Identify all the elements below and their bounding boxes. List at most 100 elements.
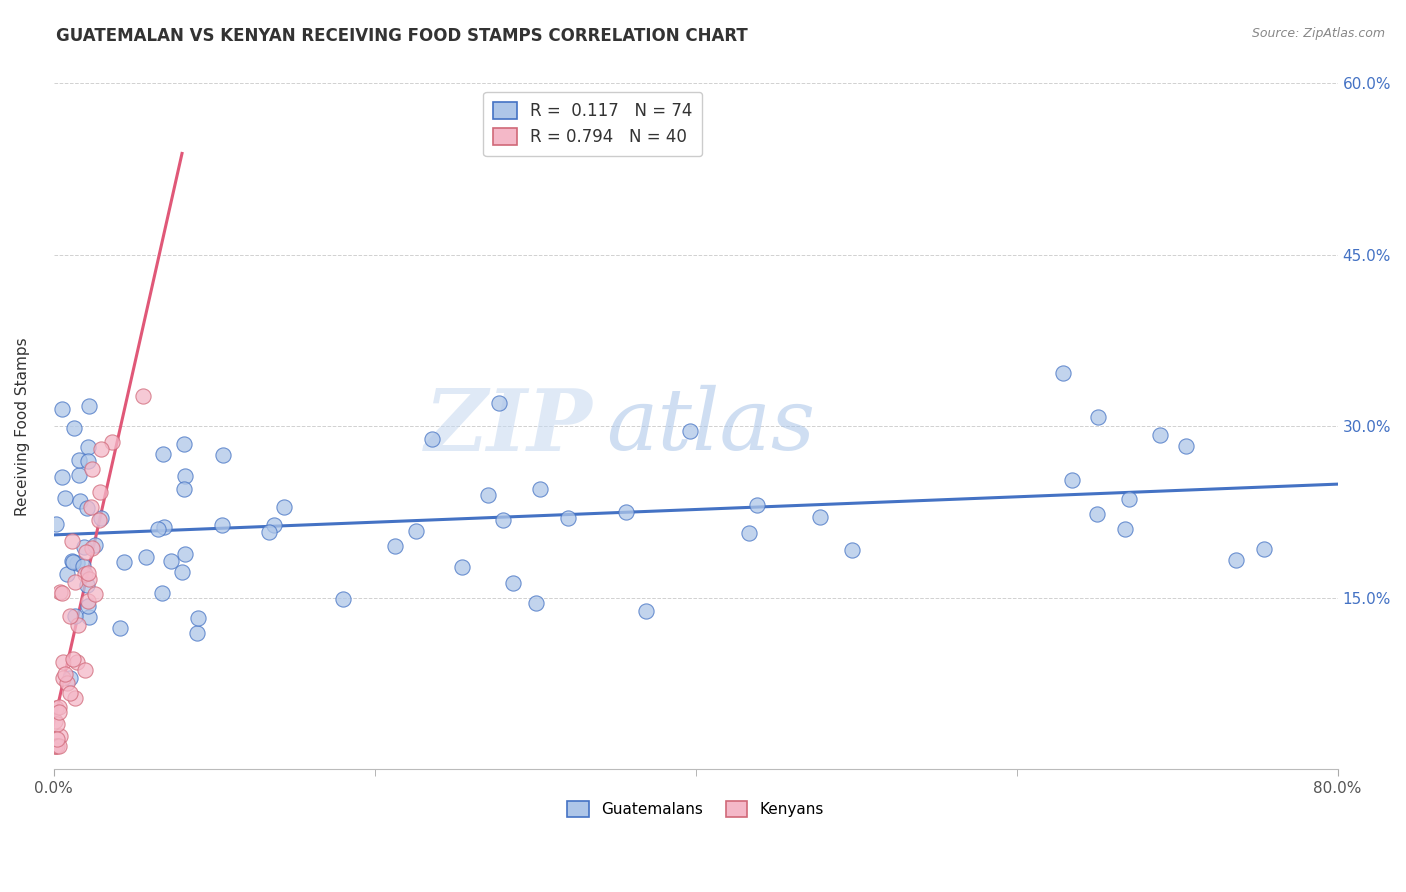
Point (67, 617, 90, 632)
Point (73, 540, 96, 554)
Point (1174, 439, 1197, 453)
Point (59, 671, 82, 685)
Point (808, 510, 831, 524)
Point (108, 621, 131, 635)
Point (841, 543, 863, 558)
Point (557, 510, 579, 524)
Legend: Guatemalans, Kenyans: Guatemalans, Kenyans (561, 795, 830, 823)
Point (211, 518, 233, 533)
Point (174, 547, 197, 561)
Point (212, 448, 235, 462)
Text: atlas: atlas (606, 385, 815, 467)
Point (738, 526, 761, 541)
Point (112, 555, 135, 569)
Point (67, 453, 90, 467)
Point (53, 667, 76, 681)
Point (62, 555, 84, 569)
Point (492, 513, 515, 527)
Point (90, 442, 112, 456)
Point (82, 461, 104, 475)
Point (1253, 542, 1275, 557)
Point (502, 575, 524, 590)
Point (273, 500, 295, 514)
Point (66, 557, 89, 571)
Point (45, 517, 67, 532)
Point (75, 663, 97, 677)
Point (48, 699, 70, 714)
Point (405, 524, 427, 538)
Point (529, 483, 551, 497)
Point (80, 541, 103, 555)
Point (51, 585, 73, 599)
Point (173, 482, 195, 496)
Point (51, 401, 73, 416)
Point (152, 447, 174, 461)
Point (67, 468, 90, 483)
Point (90, 511, 112, 525)
Point (332, 592, 354, 607)
Point (44, 739, 66, 754)
Point (87, 513, 110, 527)
Point (56, 567, 79, 582)
Point (44, 739, 66, 754)
Point (745, 498, 768, 512)
Point (63, 609, 86, 624)
Point (614, 505, 637, 519)
Point (150, 586, 173, 600)
Point (45, 717, 67, 731)
Point (148, 522, 170, 536)
Point (173, 468, 195, 483)
Point (52, 655, 75, 669)
Y-axis label: Receiving Food Stamps: Receiving Food Stamps (15, 337, 30, 516)
Point (84, 587, 107, 601)
Point (135, 550, 157, 565)
Point (72, 558, 94, 573)
Point (1087, 409, 1109, 424)
Point (132, 389, 155, 403)
Point (634, 604, 657, 618)
Point (77, 566, 100, 581)
Point (450, 560, 472, 574)
Point (76, 578, 98, 592)
Point (257, 525, 280, 540)
Point (48, 729, 70, 743)
Point (77, 440, 100, 454)
Point (46, 732, 69, 747)
Point (63, 421, 86, 435)
Point (420, 432, 443, 446)
Point (65, 575, 87, 590)
Point (44, 714, 66, 729)
Point (170, 566, 193, 580)
Point (1118, 492, 1140, 507)
Point (62, 554, 84, 568)
Point (59, 609, 82, 624)
Point (66, 655, 89, 669)
Point (77, 454, 100, 468)
Point (153, 519, 176, 533)
Point (77, 572, 100, 586)
Point (524, 596, 547, 610)
Point (263, 518, 285, 533)
Point (55, 675, 77, 690)
Point (45, 700, 67, 714)
Point (1114, 522, 1136, 536)
Text: Source: ZipAtlas.com: Source: ZipAtlas.com (1251, 27, 1385, 40)
Point (76, 501, 98, 516)
Point (63, 690, 86, 705)
Point (62, 651, 84, 665)
Point (80, 500, 103, 514)
Point (48, 705, 70, 719)
Point (53, 491, 76, 505)
Point (75, 545, 97, 559)
Point (83, 538, 105, 552)
Point (1149, 427, 1171, 442)
Point (77, 599, 100, 613)
Point (51, 470, 73, 484)
Point (1085, 508, 1108, 522)
Point (1225, 553, 1247, 567)
Point (48, 739, 70, 754)
Point (100, 435, 122, 450)
Point (76, 594, 98, 608)
Point (477, 488, 499, 502)
Point (46, 739, 69, 754)
